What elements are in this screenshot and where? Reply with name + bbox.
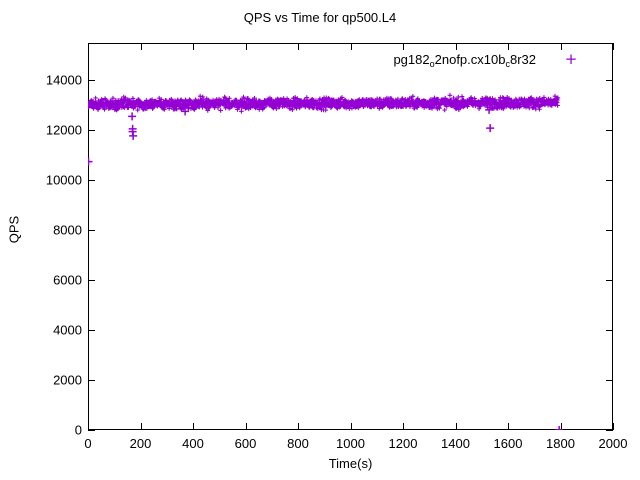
x-tick-label: 600 bbox=[234, 436, 257, 451]
x-tick-mark bbox=[403, 423, 404, 430]
data-point-marker bbox=[88, 157, 93, 166]
x-axis-label: Time(s) bbox=[328, 456, 373, 471]
dense-sample-band bbox=[88, 92, 561, 114]
plot-frame-border bbox=[88, 43, 613, 430]
y-axis-tick-labels: 0 2000 4000 6000 8000 10000 12000 14000 bbox=[0, 0, 82, 480]
data-point-marker bbox=[181, 107, 190, 116]
y-tick-mark bbox=[88, 80, 95, 82]
x-tick-mark bbox=[140, 423, 142, 430]
y-tick-label: 2000 bbox=[53, 372, 82, 388]
y-tick-mark bbox=[88, 330, 95, 332]
x-tick-mark-top bbox=[193, 43, 194, 50]
x-tick-label: 1000 bbox=[336, 436, 365, 451]
data-point-marker bbox=[129, 131, 138, 140]
y-tick-mark bbox=[88, 180, 95, 182]
x-tick-mark bbox=[455, 423, 457, 430]
y-tick-mark bbox=[88, 380, 95, 382]
y-tick-label: 14000 bbox=[45, 72, 82, 88]
x-tick-mark-top bbox=[403, 43, 404, 50]
chart-title: QPS vs Time for qp500.L4 bbox=[243, 10, 397, 25]
legend-series-label: pg182o2nofp.cx10bc8r32 bbox=[393, 51, 536, 69]
y-tick-label: 10000 bbox=[45, 172, 82, 188]
x-tick-mark bbox=[350, 423, 352, 430]
y-tick-label: 12000 bbox=[45, 122, 82, 138]
x-tick-mark bbox=[298, 423, 299, 430]
x-tick-label: 2000 bbox=[598, 436, 628, 451]
x-tick-label: 1800 bbox=[546, 436, 575, 451]
y-tick-mark bbox=[88, 230, 95, 232]
y-tick-mark bbox=[88, 130, 95, 132]
x-tick-mark-top bbox=[245, 43, 247, 50]
band-markers bbox=[88, 92, 561, 114]
x-tick-mark-top bbox=[560, 43, 562, 50]
y-tick-label: 0 bbox=[74, 422, 82, 438]
data-point-marker bbox=[485, 105, 494, 114]
y-tick-mark-right bbox=[606, 330, 613, 332]
x-tick-label: 0 bbox=[84, 436, 92, 451]
x-tick-mark-top bbox=[350, 43, 352, 50]
x-tick-mark bbox=[560, 423, 562, 430]
x-tick-mark-top bbox=[508, 43, 509, 50]
y-tick-mark-right bbox=[606, 380, 613, 382]
x-tick-mark-top bbox=[455, 43, 457, 50]
x-tick-mark-top bbox=[613, 43, 614, 50]
x-tick-label: 1400 bbox=[441, 436, 470, 451]
x-tick-mark-top bbox=[298, 43, 299, 50]
y-tick-label: 4000 bbox=[53, 322, 82, 338]
x-tick-label: 800 bbox=[287, 436, 309, 451]
x-tick-mark bbox=[245, 423, 247, 430]
x-tick-label: 400 bbox=[182, 436, 204, 451]
legend: pg182o2nofp.cx10bc8r32 + bbox=[330, 49, 580, 69]
y-tick-mark-right bbox=[606, 430, 613, 431]
y-tick-mark-right bbox=[606, 280, 613, 282]
y-tick-label: 8000 bbox=[53, 222, 82, 238]
y-tick-mark-right bbox=[606, 230, 613, 232]
data-point-marker bbox=[555, 426, 564, 430]
y-tick-label: 6000 bbox=[53, 272, 82, 288]
data-point-marker bbox=[486, 124, 495, 133]
x-tick-label: 200 bbox=[129, 436, 152, 451]
y-tick-mark-right bbox=[606, 80, 613, 82]
x-tick-label: 1200 bbox=[388, 436, 418, 451]
y-axis-label: QPS bbox=[6, 215, 22, 244]
scatter-plot-canvas bbox=[88, 92, 564, 430]
x-tick-label: 1600 bbox=[493, 436, 523, 451]
x-tick-mark bbox=[613, 423, 614, 430]
data-point-marker bbox=[128, 112, 137, 121]
y-tick-mark-right bbox=[606, 130, 613, 132]
legend-marker-icon: + bbox=[564, 49, 578, 68]
y-tick-mark bbox=[88, 430, 95, 431]
y-tick-mark-right bbox=[606, 180, 613, 182]
x-tick-mark bbox=[508, 423, 509, 430]
x-tick-mark-top bbox=[140, 43, 142, 50]
x-tick-mark bbox=[193, 423, 194, 430]
y-tick-mark bbox=[88, 280, 95, 282]
